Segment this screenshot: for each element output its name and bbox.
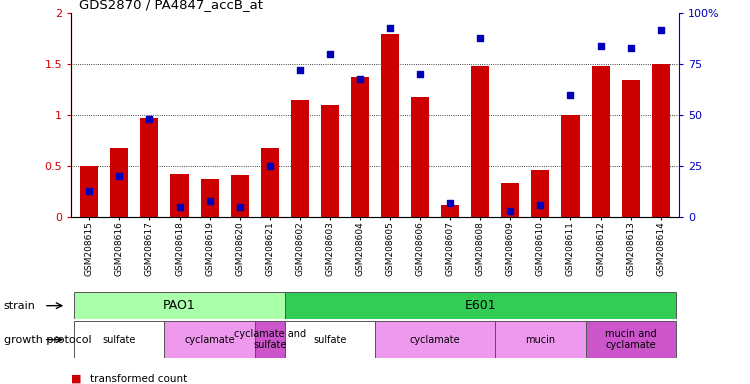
Bar [375,321,495,358]
Point [83,187,95,194]
Bar [411,97,429,217]
Point [565,92,577,98]
Bar [441,205,459,217]
Bar [74,321,164,358]
Point [535,202,547,208]
Bar [622,79,640,217]
Point [474,35,486,41]
Point [414,71,426,78]
Point [173,204,185,210]
Text: E601: E601 [464,299,496,312]
Bar [495,321,586,358]
Text: ■: ■ [71,374,82,384]
Bar [261,148,279,217]
Point [444,200,456,206]
Bar [231,175,249,217]
Bar [652,64,670,217]
Bar [255,321,285,358]
Bar [110,148,128,217]
Point [294,67,306,73]
Bar [80,166,98,217]
Point [203,198,215,204]
Bar [532,170,550,217]
Text: growth protocol: growth protocol [4,334,92,345]
Point [354,76,366,82]
Text: cyclamate: cyclamate [184,334,235,345]
Text: sulfate: sulfate [314,334,346,345]
Point [234,204,246,210]
Text: cyclamate: cyclamate [410,334,460,345]
Point [324,51,336,57]
Point [595,43,607,49]
Bar [321,105,339,217]
Text: mucin and
cyclamate: mucin and cyclamate [604,329,656,351]
Bar [586,321,676,358]
Text: cyclamate and
sulfate: cyclamate and sulfate [234,329,306,351]
Bar [351,76,369,217]
Bar [562,115,580,217]
Point [264,163,276,169]
Bar [501,184,519,217]
Text: GDS2870 / PA4847_accB_at: GDS2870 / PA4847_accB_at [79,0,262,12]
Bar [164,321,255,358]
Bar [291,100,309,217]
Point [504,208,516,214]
Point [655,26,667,33]
Bar [471,66,489,217]
Bar [592,66,610,217]
Bar [200,179,218,217]
Point [384,25,396,31]
Bar [381,34,399,217]
Text: sulfate: sulfate [103,334,136,345]
Bar [170,174,188,217]
Bar [285,292,676,319]
Point [143,116,155,122]
Text: strain: strain [4,301,36,311]
Text: transformed count: transformed count [90,374,188,384]
Point [113,173,125,179]
Text: PAO1: PAO1 [164,299,196,312]
Bar [140,118,158,217]
Point [625,45,637,51]
Bar [285,321,375,358]
Text: mucin: mucin [525,334,556,345]
Bar [74,292,285,319]
